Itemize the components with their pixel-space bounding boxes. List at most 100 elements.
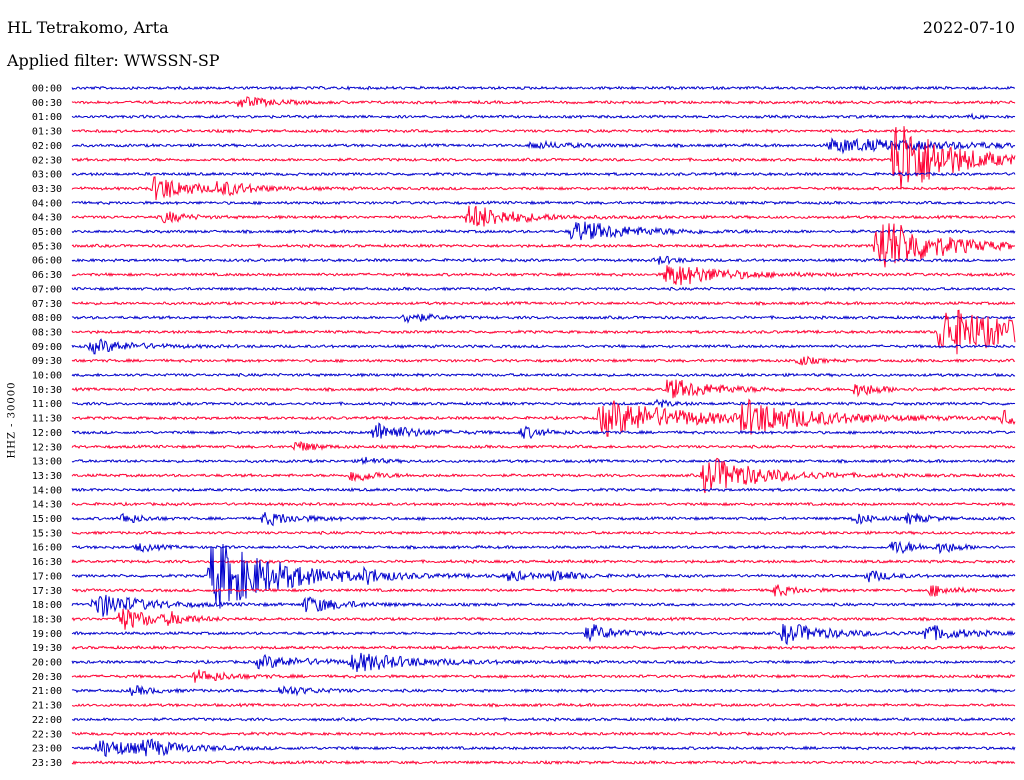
trace-line: [71, 171, 1016, 177]
trace-line: [71, 594, 1016, 617]
row-time-label: 14:30: [32, 500, 62, 511]
row-time-label: 12:30: [32, 442, 62, 453]
row-time-label: 01:30: [32, 127, 62, 138]
trace-line: [71, 730, 1016, 737]
row-time-label: 16:00: [32, 543, 62, 554]
trace-line: [71, 398, 1016, 408]
row-time-label: 03:00: [32, 170, 62, 181]
row-time-label: 12:00: [32, 428, 62, 439]
row-time-label: 05:00: [32, 227, 62, 238]
row-time-label: 22:30: [32, 729, 62, 740]
trace-line: [71, 716, 1016, 723]
trace-line: [71, 223, 1016, 268]
trace-line: [71, 205, 1016, 227]
row-time-label: 23:00: [32, 744, 62, 755]
row-time-label: 21:30: [32, 701, 62, 712]
filter-label: Applied filter: WWSSN-SP: [7, 51, 220, 70]
trace-line: [71, 584, 1016, 597]
row-time-label: 23:30: [32, 758, 62, 769]
row-time-label: 08:30: [32, 327, 62, 338]
row-time-label: 04:00: [32, 198, 62, 209]
row-time-label: 02:30: [32, 155, 62, 166]
trace-line: [71, 112, 1016, 120]
trace-line: [71, 759, 1016, 766]
row-time-label: 09:00: [32, 342, 62, 353]
trace-line: [71, 265, 1016, 286]
row-time-label: 11:00: [32, 399, 62, 410]
trace-line: [71, 457, 1016, 494]
row-time-label: 00:30: [32, 98, 62, 109]
trace-line: [71, 685, 1016, 697]
row-time-label: 17:30: [32, 586, 62, 597]
trace-line: [71, 255, 1016, 266]
row-time-label: 02:00: [32, 141, 62, 152]
trace-line: [71, 398, 1016, 437]
row-time-label: 15:30: [32, 528, 62, 539]
date-label: 2022-07-10: [922, 18, 1015, 37]
row-time-label: 07:00: [32, 284, 62, 295]
row-time-label: 17:00: [32, 571, 62, 582]
trace-line: [71, 221, 1016, 241]
row-time-label: 15:00: [32, 514, 62, 525]
trace-line: [71, 355, 1016, 366]
trace-line: [71, 286, 1016, 292]
trace-line: [71, 96, 1016, 108]
trace-line: [71, 372, 1016, 378]
row-time-label: 19:30: [32, 643, 62, 654]
trace-line: [71, 176, 1016, 201]
row-time-label: 07:30: [32, 299, 62, 310]
trace-line: [71, 540, 1016, 555]
trace-line: [71, 137, 1016, 155]
row-time-label: 16:30: [32, 557, 62, 568]
row-time-label: 08:00: [32, 313, 62, 324]
trace-line: [71, 530, 1016, 536]
trace-line: [71, 309, 1016, 355]
trace-line: [71, 652, 1016, 673]
row-time-label: 11:30: [32, 414, 62, 425]
row-time-label: 05:30: [32, 241, 62, 252]
row-time-label: 14:00: [32, 485, 62, 496]
trace-line: [71, 624, 1016, 646]
trace-line: [71, 128, 1016, 134]
trace-line: [71, 608, 1016, 630]
row-time-label: 20:00: [32, 658, 62, 669]
trace-line: [71, 544, 1016, 609]
station-title: HL Tetrakomo, Arta: [7, 18, 169, 37]
trace-line: [71, 440, 1016, 452]
trace-line: [71, 487, 1016, 493]
trace-line: [71, 456, 1016, 466]
row-time-label: 22:00: [32, 715, 62, 726]
row-time-label: 20:30: [32, 672, 62, 683]
trace-line: [71, 300, 1016, 307]
row-time-label: 18:00: [32, 600, 62, 611]
trace-line: [71, 558, 1016, 565]
trace-line: [71, 422, 1016, 440]
row-time-label: 04:30: [32, 213, 62, 224]
trace-line: [71, 644, 1016, 651]
row-time-label: 18:30: [32, 614, 62, 625]
trace-line: [71, 338, 1016, 355]
trace-line: [71, 501, 1016, 507]
row-time-label: 06:30: [32, 270, 62, 281]
row-time-label: 03:30: [32, 184, 62, 195]
row-time-label: 00:00: [32, 84, 62, 95]
row-time-label: 10:30: [32, 385, 62, 396]
row-time-label: 09:30: [32, 356, 62, 367]
row-time-label: 01:00: [32, 112, 62, 123]
row-time-label: 21:00: [32, 686, 62, 697]
trace-line: [71, 312, 1016, 324]
trace-line: [71, 511, 1016, 527]
trace-line: [71, 85, 1016, 91]
row-time-label: 19:00: [32, 629, 62, 640]
row-time-label: 06:00: [32, 256, 62, 267]
row-time-label: 13:00: [32, 457, 62, 468]
trace-line: [71, 669, 1016, 683]
row-time-label: 10:00: [32, 371, 62, 382]
trace-line: [71, 379, 1016, 399]
trace-line: [71, 126, 1016, 190]
trace-line: [71, 200, 1016, 206]
trace-line: [71, 738, 1016, 758]
row-time-label: 13:30: [32, 471, 62, 482]
trace-line: [71, 702, 1016, 708]
